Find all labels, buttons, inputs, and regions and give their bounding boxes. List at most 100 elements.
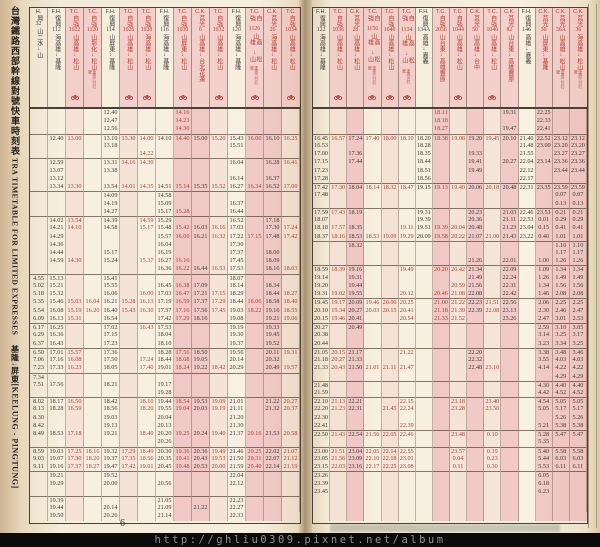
time-cell: [66, 339, 84, 348]
time-cell: 18.18: [313, 224, 331, 233]
time-cell: 0.13: [552, 199, 570, 208]
time-cell: [450, 273, 468, 282]
time-cell: 21.46: [228, 446, 246, 455]
time-cell: [364, 438, 382, 447]
train-type-code: T.C.: [249, 9, 260, 15]
time-cell: 23.22: [519, 232, 536, 241]
time-cell: [120, 281, 138, 291]
time-cell: 5.26: [552, 413, 570, 422]
time-cell: 21.07: [282, 446, 300, 455]
time-cell: [210, 158, 228, 167]
time-cell: [398, 240, 416, 249]
time-cell: [330, 281, 348, 291]
time-cell: [416, 512, 433, 521]
time-cell: 8.49: [30, 430, 48, 439]
time-cell: [347, 339, 365, 348]
time-cell: 4.22: [569, 364, 587, 373]
time-cell: [432, 504, 450, 513]
time-cell: 15.17: [138, 224, 156, 233]
origin-station: 松山: [215, 58, 222, 70]
time-cell: [450, 207, 468, 217]
line-indicator: 山: [438, 34, 445, 40]
time-cell: [347, 166, 365, 175]
time-cell: 16.21: [102, 298, 120, 307]
time-cell: [84, 479, 102, 488]
time-cell: 13.34: [48, 183, 66, 192]
time-cell: 6.23: [535, 487, 553, 497]
time-cell: 22.18: [381, 454, 399, 464]
time-cell: [416, 199, 433, 208]
time-cell: 22.07: [264, 454, 282, 464]
bicycle-icon: [214, 87, 223, 105]
time-cell: [347, 413, 365, 422]
time-cell: 19.09: [210, 397, 228, 406]
train-type-code: C.K.: [349, 9, 361, 15]
time-cell: [120, 166, 138, 175]
time-cell: [347, 125, 365, 134]
time-cell: 18.10: [156, 339, 174, 348]
time-grid: 12.40 14.16 12.47 14.23 12.56 14.30 12.40 13.00…: [30, 109, 300, 521]
time-cell: 16.37: [228, 199, 246, 208]
line-indicator: 山: [179, 34, 186, 40]
time-cell: [535, 512, 553, 521]
time-cell: [313, 372, 331, 381]
time-cell: 21.52: [450, 314, 468, 324]
time-cell: 20.27: [313, 323, 331, 332]
down-arrow-icon: ↓: [542, 52, 546, 58]
time-cell: 16.43: [138, 323, 156, 332]
time-cell: 19.07: [48, 454, 66, 464]
time-cell: [364, 323, 382, 332]
time-cell: 14.30: [138, 158, 156, 167]
time-cell: [467, 323, 485, 332]
time-cell: 18.28: [156, 347, 174, 357]
time-cell: [416, 372, 433, 381]
time-cell: [450, 141, 468, 151]
time-cell: 14.23: [174, 117, 192, 126]
time-cell: [264, 421, 282, 431]
time-cell: 16.22: [174, 265, 192, 274]
origin-station: 基隆: [318, 58, 325, 70]
time-cell: 23.08: [399, 463, 416, 472]
time-cell: [174, 471, 192, 480]
destination-station: 高雄: [248, 38, 262, 45]
line-indicator: 山: [335, 34, 342, 40]
time-cell: [66, 158, 84, 167]
time-cell: [347, 388, 365, 398]
time-cell: [399, 158, 416, 167]
time-cell: [30, 479, 48, 488]
time-cell: [467, 380, 485, 389]
train-type-code: F.H.: [231, 9, 242, 15]
down-arrow-icon: ↓: [490, 52, 494, 58]
train-class-name: 莒光: [575, 15, 582, 27]
time-cell: [246, 421, 264, 431]
time-cell: 21.33: [347, 356, 365, 365]
time-cell: 22.03: [330, 463, 348, 472]
time-cell: [519, 191, 536, 200]
time-cell: 19.44: [347, 281, 365, 291]
time-cell: [138, 232, 156, 241]
time-cell: [66, 207, 84, 217]
time-cell: [330, 421, 348, 431]
time-cell: [30, 117, 48, 126]
time-cell: 14.51: [156, 183, 174, 192]
time-cell: [416, 191, 433, 200]
time-cell: 20.37: [282, 405, 300, 414]
time-cell: 21.18: [432, 306, 450, 315]
time-cell: 19.20: [313, 281, 331, 291]
time-cell: [450, 248, 468, 258]
time-cell: 18.00: [381, 133, 399, 142]
time-cell: 14.36: [48, 240, 66, 249]
time-cell: 3.34: [552, 339, 570, 348]
time-cell: [432, 257, 450, 266]
train-column-header-134A: F.H. 復興 134A 高雄 ↓ 嘉義: [415, 8, 433, 107]
time-cell: 22.52: [535, 133, 553, 142]
bicycle-icon: [454, 87, 462, 105]
time-cell: 16.40: [102, 306, 120, 315]
line-indicator: 山: [455, 34, 462, 40]
train-class-name: 自強: [288, 15, 295, 27]
train-class-name: 自強: [179, 15, 186, 27]
time-cell: 20.31: [246, 454, 264, 464]
time-cell: 22.10: [313, 397, 331, 406]
time-cell: 2.06: [535, 298, 553, 307]
time-cell: [501, 364, 519, 373]
